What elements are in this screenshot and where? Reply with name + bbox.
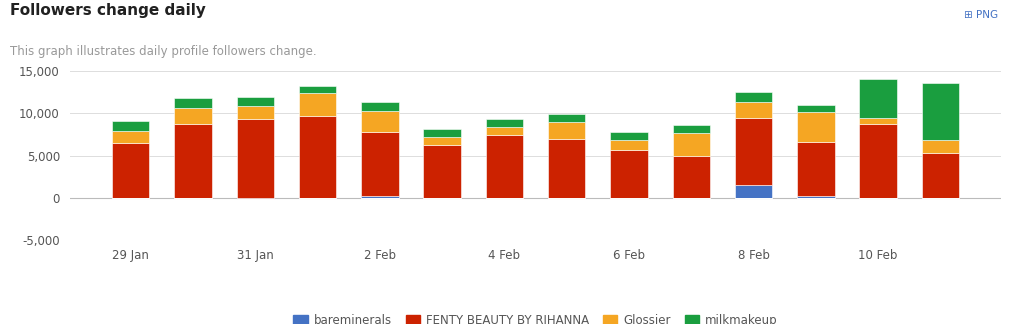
Bar bbox=[174, 108, 212, 123]
Bar bbox=[361, 102, 398, 111]
Bar bbox=[797, 196, 835, 198]
Bar bbox=[922, 153, 959, 198]
Bar bbox=[548, 139, 586, 198]
Bar bbox=[112, 121, 150, 131]
Bar bbox=[237, 106, 274, 119]
Bar bbox=[424, 145, 461, 198]
Bar bbox=[735, 185, 772, 198]
Bar bbox=[112, 131, 150, 143]
Bar bbox=[735, 102, 772, 118]
Bar bbox=[361, 132, 398, 196]
Bar bbox=[922, 140, 959, 153]
Bar bbox=[361, 196, 398, 198]
Bar bbox=[485, 119, 523, 127]
Bar bbox=[237, 119, 274, 198]
Bar bbox=[922, 83, 959, 140]
Bar bbox=[361, 111, 398, 132]
Bar bbox=[610, 132, 647, 140]
Bar bbox=[548, 114, 586, 122]
Bar bbox=[735, 92, 772, 102]
Bar bbox=[485, 135, 523, 198]
Bar bbox=[673, 156, 710, 198]
Bar bbox=[237, 198, 274, 199]
Bar bbox=[797, 142, 835, 196]
Bar bbox=[797, 112, 835, 142]
Bar bbox=[299, 116, 336, 198]
Bar bbox=[299, 93, 336, 116]
Bar bbox=[859, 79, 897, 118]
Bar bbox=[859, 118, 897, 123]
Text: ⊞ PNG: ⊞ PNG bbox=[965, 10, 998, 20]
Bar bbox=[424, 129, 461, 137]
Bar bbox=[174, 98, 212, 108]
Bar bbox=[424, 137, 461, 145]
Text: Followers change daily: Followers change daily bbox=[10, 3, 206, 18]
Bar bbox=[673, 125, 710, 133]
Bar bbox=[735, 118, 772, 185]
Bar bbox=[673, 133, 710, 156]
Bar bbox=[174, 123, 212, 198]
Legend: bareminerals, FENTY BEAUTY BY RIHANNA, Glossier, milkmakeup: bareminerals, FENTY BEAUTY BY RIHANNA, G… bbox=[289, 310, 782, 324]
Bar bbox=[485, 127, 523, 135]
Text: This graph illustrates daily profile followers change.: This graph illustrates daily profile fol… bbox=[10, 45, 316, 58]
Bar bbox=[548, 122, 586, 139]
Bar bbox=[112, 143, 150, 198]
Bar bbox=[610, 140, 647, 150]
Bar bbox=[859, 123, 897, 198]
Bar bbox=[610, 150, 647, 198]
Bar bbox=[299, 87, 336, 93]
Bar bbox=[797, 105, 835, 112]
Bar bbox=[237, 97, 274, 106]
